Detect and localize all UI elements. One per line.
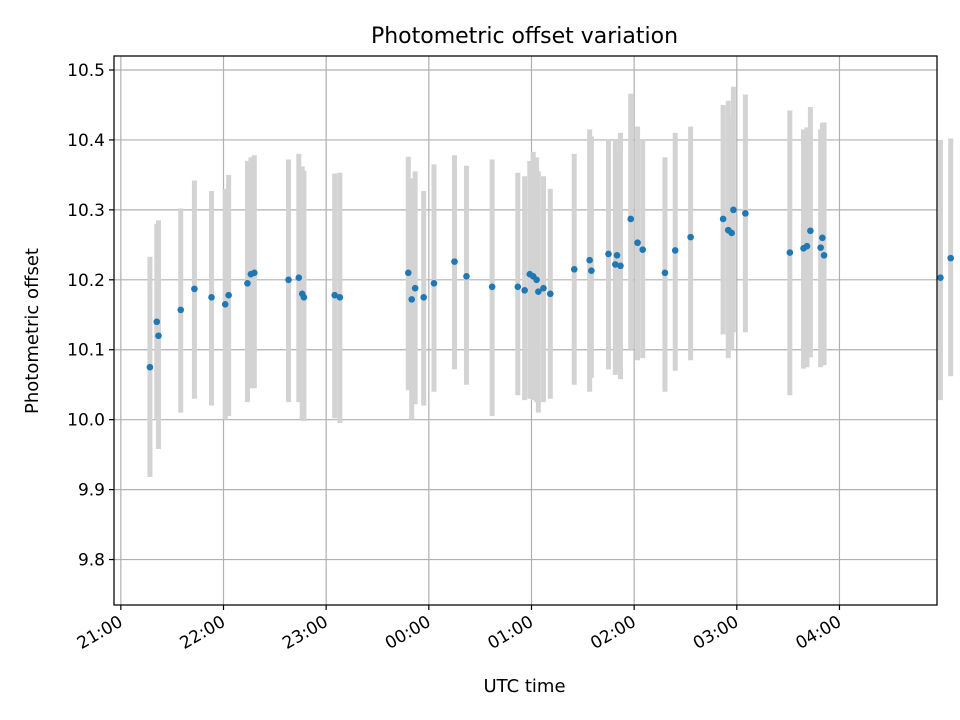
data-point <box>588 267 595 275</box>
data-point <box>730 206 737 214</box>
data-point <box>742 210 749 217</box>
data-point <box>540 284 547 292</box>
y-tick-label: 10.2 <box>67 271 105 291</box>
data-point <box>803 242 811 250</box>
data-point <box>671 247 679 254</box>
data-point <box>295 274 303 281</box>
data-points <box>146 206 954 371</box>
data-point <box>451 258 458 265</box>
data-point <box>420 293 427 301</box>
data-point <box>547 290 554 298</box>
data-point <box>586 256 593 264</box>
y-tick-label: 10.1 <box>67 341 105 361</box>
data-point <box>177 306 185 314</box>
data-point <box>430 279 438 287</box>
data-point <box>947 254 954 262</box>
data-point <box>807 227 814 235</box>
data-point <box>639 246 647 254</box>
data-point <box>411 284 419 292</box>
data-point <box>514 283 522 291</box>
data-point <box>634 239 641 247</box>
data-point <box>404 269 412 277</box>
data-point <box>719 215 727 223</box>
y-tick-label: 10.4 <box>67 131 105 151</box>
data-point <box>521 286 528 294</box>
data-point <box>208 293 215 301</box>
data-point <box>937 274 944 281</box>
data-point <box>687 233 694 241</box>
data-point <box>244 279 251 287</box>
data-point <box>627 215 635 223</box>
data-point <box>285 276 292 284</box>
y-tick-label: 10.3 <box>67 201 105 221</box>
data-point <box>617 262 624 270</box>
y-tick-label: 10.0 <box>67 411 105 431</box>
y-tick-label: 10.5 <box>67 61 105 81</box>
data-point <box>221 300 229 308</box>
y-tick-label: 9.8 <box>78 551 105 571</box>
y-axis-ticks: 9.8 9.9 10.0 10.1 10.2 10.3 10.4 10.5 <box>67 61 114 571</box>
data-point <box>153 318 161 326</box>
data-point <box>331 291 339 299</box>
data-point <box>225 291 232 299</box>
y-tick-label: 9.9 <box>78 481 105 501</box>
y-axis-label: Photometric offset <box>22 248 43 414</box>
data-point <box>612 261 619 268</box>
data-point <box>661 269 669 277</box>
chart-title: Photometric offset variation <box>371 24 678 49</box>
data-point <box>535 288 542 295</box>
plot-frame <box>113 55 938 606</box>
data-point <box>613 252 621 259</box>
data-point <box>786 249 794 256</box>
x-axis-label: UTC time <box>483 676 565 697</box>
data-point <box>251 269 258 277</box>
data-point <box>155 332 162 340</box>
data-point <box>570 266 578 273</box>
data-point <box>488 283 496 291</box>
data-point <box>533 276 540 284</box>
data-point <box>300 293 308 301</box>
data-point <box>463 272 470 280</box>
data-point <box>605 250 612 258</box>
data-point <box>191 285 198 293</box>
data-point <box>336 293 344 301</box>
data-point <box>146 363 154 371</box>
data-point <box>728 229 735 237</box>
data-point <box>817 244 824 251</box>
data-point <box>820 252 828 259</box>
data-point <box>819 234 826 242</box>
data-point <box>408 296 416 303</box>
